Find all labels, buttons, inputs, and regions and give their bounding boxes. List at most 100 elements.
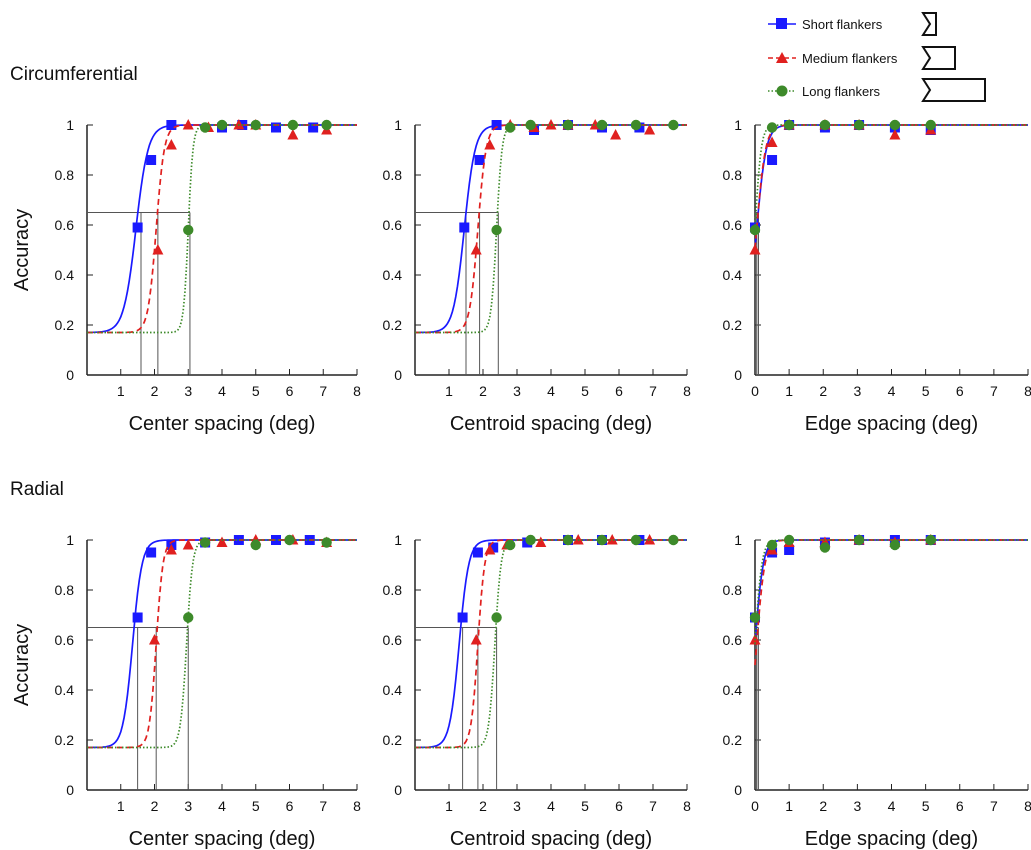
legend-marker-long: [776, 85, 788, 97]
legend-marker-short: [776, 18, 787, 29]
fit-curve-medium: [87, 124, 357, 334]
y-tick-label: 0: [394, 367, 402, 383]
y-tick-label: 0.4: [723, 682, 743, 698]
data-point-medium: [470, 244, 482, 255]
fit-curve-long: [415, 124, 687, 334]
data-point-short: [457, 612, 468, 623]
data-point-medium: [165, 544, 177, 555]
y-tick-label: 0.6: [723, 217, 743, 233]
legend-label-long: Long flankers: [802, 84, 881, 99]
x-tick-label: 0: [751, 798, 759, 814]
x-tick-label: 3: [853, 798, 861, 814]
x-tick-label: 2: [479, 383, 487, 399]
x-tick-label: 1: [785, 383, 793, 399]
legend-label-short: Short flankers: [802, 17, 883, 32]
legend-entry-medium: Medium flankers: [768, 46, 956, 70]
y-tick-label: 0.6: [55, 217, 75, 233]
x-tick-label: 3: [513, 798, 521, 814]
y-tick-label: 1: [734, 532, 742, 548]
data-point-short: [146, 155, 157, 165]
x-axis-label: Center spacing (deg): [129, 828, 316, 850]
x-tick-label: 1: [445, 383, 453, 399]
data-point-long: [525, 534, 536, 546]
y-tick-label: 0.4: [55, 267, 75, 283]
data-point-long: [668, 119, 679, 131]
x-tick-label: 2: [151, 798, 159, 814]
data-point-short: [166, 120, 177, 130]
y-tick-label: 1: [734, 117, 742, 133]
x-axis-label: Edge spacing (deg): [805, 413, 978, 435]
x-tick-label: 6: [286, 383, 294, 399]
data-point-medium: [216, 536, 228, 547]
data-point-long: [925, 119, 936, 131]
long-flanker-shape-icon: [921, 78, 986, 102]
panel-3: 0 0.2 0.4 0.6 0.8 1 0 1 2 3 4 5 6 7 8 Edge spacing (deg…: [723, 117, 1031, 435]
data-point-long: [630, 119, 642, 131]
data-point-long: [766, 539, 778, 551]
x-tick-label: 2: [479, 798, 487, 814]
x-axis-label: Edge spacing (deg): [805, 828, 978, 850]
x-tick-label: 8: [683, 383, 691, 399]
row-label-radial: Radial: [10, 479, 64, 500]
x-tick-label: 7: [319, 383, 327, 399]
fit-curve-medium: [415, 124, 687, 334]
fit-curve-long: [87, 539, 357, 749]
short-flanker-shape-icon: [921, 12, 937, 36]
data-point-short: [132, 222, 143, 233]
x-tick-label: 1: [445, 798, 453, 814]
data-point-long: [199, 537, 211, 548]
x-tick-label: 8: [353, 798, 361, 814]
data-point-long: [250, 119, 261, 131]
data-point-medium: [644, 124, 656, 135]
x-tick-label: 4: [218, 798, 226, 814]
x-tick-label: 7: [990, 798, 998, 814]
x-tick-label: 4: [888, 798, 896, 814]
y-tick-label: 0.4: [383, 267, 403, 283]
data-point-long: [250, 539, 261, 551]
data-point-medium: [606, 534, 618, 545]
x-tick-label: 3: [184, 798, 192, 814]
fit-curve-medium: [415, 539, 687, 749]
data-point-short: [488, 542, 499, 553]
data-point-medium: [152, 244, 164, 255]
data-point-medium: [484, 139, 496, 150]
x-tick-label: 4: [218, 383, 226, 399]
x-tick-label: 7: [649, 383, 657, 399]
y-tick-label: 1: [394, 532, 402, 548]
data-point-long: [284, 534, 295, 546]
x-tick-label: 6: [286, 798, 294, 814]
y-tick-label: 0.8: [55, 167, 75, 183]
x-axis-label: Centroid spacing (deg): [450, 828, 652, 850]
x-tick-label: 7: [990, 383, 998, 399]
y-tick-label: 0.8: [383, 167, 403, 183]
data-point-short: [474, 155, 485, 165]
x-tick-label: 0: [751, 383, 759, 399]
data-point-long: [783, 119, 795, 131]
x-tick-label: 4: [547, 383, 555, 399]
y-tick-label: 0.2: [383, 317, 403, 333]
data-point-medium: [889, 129, 901, 140]
legend-entry-long: Long flankers: [768, 78, 986, 102]
data-point-long: [668, 534, 679, 546]
fit-curve-short: [415, 124, 687, 334]
data-point-short: [308, 122, 319, 133]
data-point-short: [146, 547, 157, 558]
y-tick-label: 0.4: [55, 682, 75, 698]
data-point-medium: [182, 539, 194, 550]
data-point-long: [783, 534, 795, 546]
data-point-long: [321, 537, 332, 548]
x-tick-label: 8: [353, 383, 361, 399]
data-point-long: [491, 224, 502, 236]
data-point-long: [525, 119, 536, 131]
data-point-short: [132, 612, 143, 623]
data-point-short: [233, 535, 244, 545]
legend-entry-short: Short flankers: [768, 12, 937, 36]
y-tick-label: 0: [66, 782, 74, 798]
x-tick-label: 5: [922, 798, 930, 814]
y-tick-label: 0.6: [383, 632, 403, 648]
x-tick-label: 7: [649, 798, 657, 814]
x-tick-label: 3: [513, 383, 521, 399]
y-tick-label: 1: [66, 117, 74, 133]
legend: Short flankers Medium flankers Long flan…: [768, 12, 986, 102]
